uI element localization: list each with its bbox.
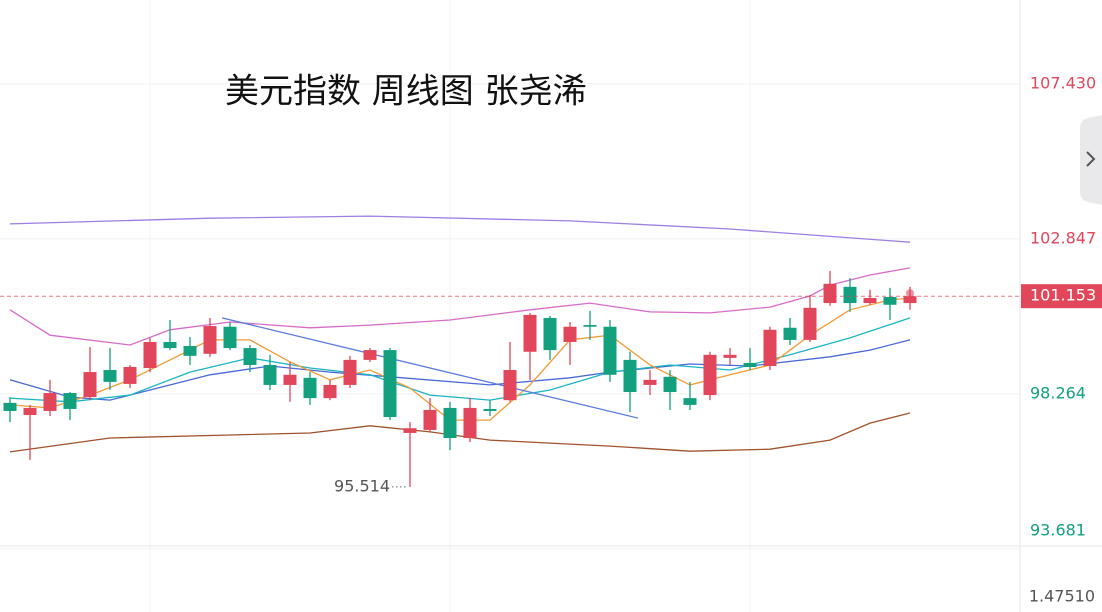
y-tick-label: 98.264 <box>1030 383 1086 402</box>
candle-body <box>763 329 777 366</box>
candle-body <box>323 384 337 399</box>
y-tick-label: 107.430 <box>1030 73 1096 92</box>
candle-body <box>863 297 877 304</box>
candle-body <box>203 326 217 354</box>
candle-body <box>383 350 397 418</box>
indicator-line <box>9 412 911 453</box>
y-tick-label: 102.847 <box>1030 228 1096 247</box>
candle-body <box>883 296 897 305</box>
indicator-line <box>9 215 911 243</box>
candle-body <box>463 407 477 439</box>
candle-body <box>823 283 837 304</box>
candle-body <box>23 407 37 416</box>
candle-body <box>623 359 637 393</box>
candle-body <box>343 359 357 385</box>
candle-body <box>163 341 177 349</box>
candle-body <box>643 379 657 385</box>
candle-body <box>703 354 717 396</box>
chevron-icon[interactable] <box>1086 151 1096 167</box>
indicator-line <box>221 317 639 419</box>
candle-body <box>223 326 237 349</box>
side-tab[interactable] <box>1080 115 1102 205</box>
plot-area <box>0 83 1020 550</box>
candle-body <box>803 307 817 340</box>
indicator-line <box>9 267 911 346</box>
candle-body <box>183 346 197 356</box>
candle-body <box>563 326 577 342</box>
last-price-label: 101.153 <box>1030 286 1096 305</box>
candle-body <box>103 370 117 382</box>
candle-body <box>243 348 257 365</box>
candle-body <box>63 393 77 409</box>
candle-body <box>483 408 497 411</box>
candle-body <box>143 341 157 369</box>
candle-body <box>523 314 537 352</box>
y-tick-label: 93.681 <box>1030 521 1086 540</box>
candle-body <box>3 402 17 411</box>
candle-body <box>443 407 457 439</box>
sub-pane-tick-label: 1.47510 <box>1029 587 1095 606</box>
candle-body <box>583 325 597 327</box>
candle-body <box>723 354 737 358</box>
indicator-line <box>9 317 911 403</box>
candle-body <box>503 370 517 401</box>
candle-body <box>903 296 917 304</box>
candle-body <box>363 350 377 360</box>
candle-body <box>283 374 297 385</box>
candle-body <box>683 398 697 405</box>
last-price-box <box>1021 284 1102 309</box>
candle-body <box>263 364 277 385</box>
last-price-dot <box>906 289 914 298</box>
candle-body <box>423 409 437 430</box>
candle-body <box>123 366 137 384</box>
candle-body <box>743 362 757 367</box>
candle-body <box>843 286 857 304</box>
chart-title: 美元指数 周线图 张尧浠 <box>225 72 587 112</box>
candle-body <box>783 327 797 340</box>
candle-body <box>543 317 557 351</box>
candle-body <box>43 393 57 411</box>
candle-body <box>303 377 317 399</box>
candle-body <box>603 326 617 375</box>
candle-body <box>403 428 417 433</box>
candle-body <box>83 372 97 398</box>
candle-body <box>663 376 677 393</box>
low-label: 95.514 <box>334 476 390 495</box>
